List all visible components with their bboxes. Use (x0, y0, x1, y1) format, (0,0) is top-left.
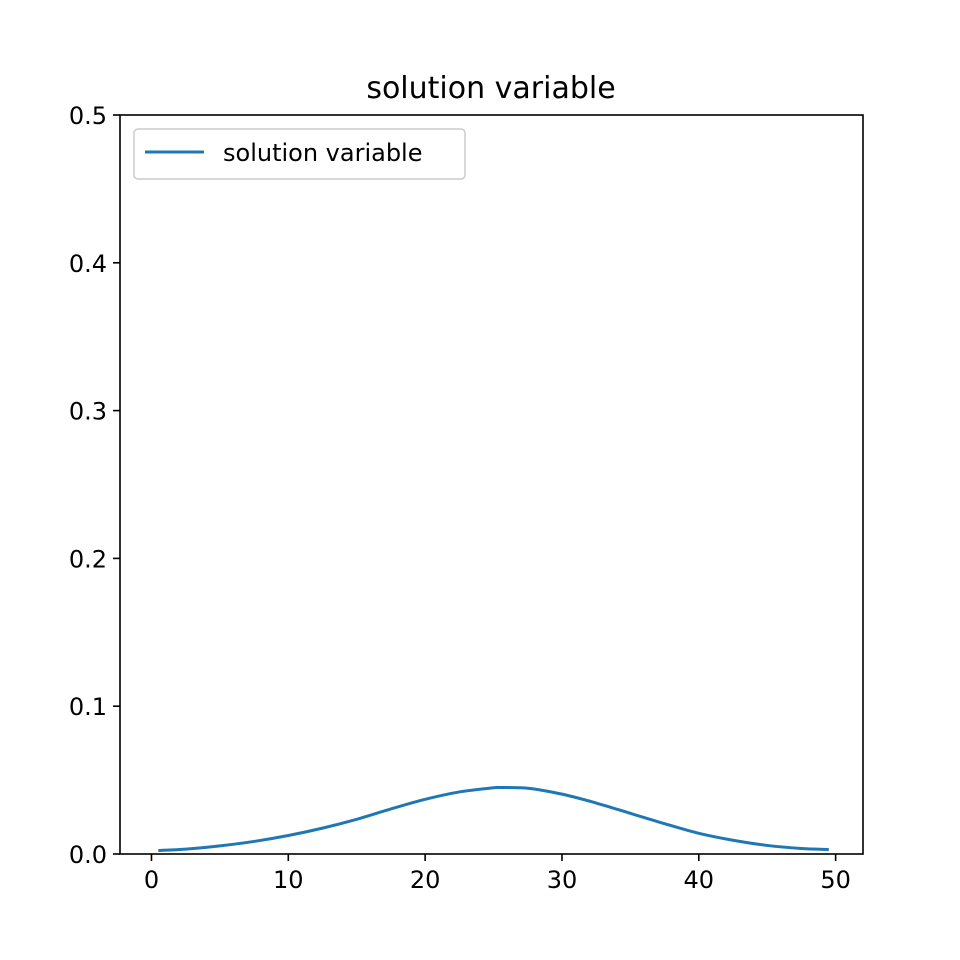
legend: solution variable (133, 128, 466, 180)
x-tick-label: 50 (820, 866, 851, 894)
x-tick-label: 40 (684, 866, 715, 894)
y-axis: 0.0 0.1 0.2 0.3 0.4 0.5 (69, 102, 120, 869)
plot-area (158, 785, 829, 852)
x-tick-label: 20 (410, 866, 441, 894)
x-axis: 0 10 20 30 40 50 (144, 854, 851, 894)
y-tick-label: 0.4 (69, 250, 107, 278)
legend-box (133, 128, 466, 180)
y-tick-label: 0.2 (69, 545, 107, 573)
y-tick-label: 0.3 (69, 398, 107, 426)
axes-frame (119, 114, 864, 855)
y-tick-label: 0.0 (69, 841, 107, 869)
y-tick-label: 0.5 (69, 102, 107, 130)
x-tick-label: 30 (547, 866, 578, 894)
legend-label: solution variable (223, 139, 423, 167)
x-tick-label: 0 (144, 866, 159, 894)
series-line-0 (158, 785, 829, 852)
y-tick-label: 0.1 (69, 693, 107, 721)
x-tick-label: 10 (273, 866, 304, 894)
chart-title: solution variable (366, 71, 615, 106)
